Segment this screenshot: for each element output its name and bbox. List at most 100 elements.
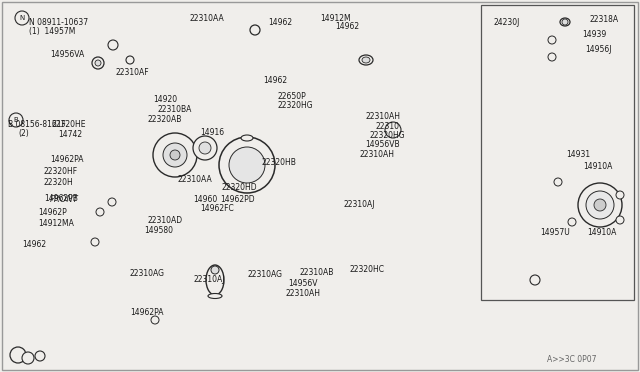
- Text: 14742: 14742: [58, 130, 82, 139]
- Text: 14939: 14939: [582, 30, 606, 39]
- Text: 22320HF: 22320HF: [44, 167, 78, 176]
- Circle shape: [594, 199, 606, 211]
- Text: 14912M: 14912M: [320, 14, 351, 23]
- Text: 22320HE: 22320HE: [52, 120, 86, 129]
- Circle shape: [92, 57, 104, 69]
- Ellipse shape: [208, 294, 222, 298]
- Circle shape: [616, 191, 624, 199]
- Text: 22310AD: 22310AD: [148, 216, 183, 225]
- Bar: [481, 5, 634, 300]
- Ellipse shape: [560, 18, 570, 26]
- Text: 14956VA: 14956VA: [50, 50, 84, 59]
- Text: 22320H: 22320H: [44, 178, 74, 187]
- Circle shape: [10, 347, 26, 363]
- Text: 14962PA: 14962PA: [130, 308, 163, 317]
- Text: 22320HC: 22320HC: [350, 265, 385, 274]
- Circle shape: [616, 216, 624, 224]
- Circle shape: [554, 178, 562, 186]
- Text: 14962PB: 14962PB: [44, 194, 78, 203]
- Circle shape: [91, 238, 99, 246]
- Text: 14916: 14916: [200, 128, 224, 137]
- Text: 14962: 14962: [263, 76, 287, 85]
- Text: 22320HG: 22320HG: [370, 131, 406, 140]
- Text: N: N: [19, 15, 24, 21]
- Text: 22320HD: 22320HD: [222, 183, 258, 192]
- Text: 149580: 149580: [144, 226, 173, 235]
- Text: 14956J: 14956J: [585, 45, 611, 54]
- Text: 14962FC: 14962FC: [200, 204, 234, 213]
- Text: 14962: 14962: [335, 22, 359, 31]
- Circle shape: [568, 218, 576, 226]
- Ellipse shape: [115, 55, 395, 295]
- Circle shape: [211, 266, 219, 274]
- Text: A>>3C 0P07: A>>3C 0P07: [547, 355, 596, 364]
- Text: 14956VB: 14956VB: [365, 140, 399, 149]
- Circle shape: [95, 60, 101, 66]
- Text: 22310AG: 22310AG: [130, 269, 165, 278]
- Text: 22310AA: 22310AA: [190, 14, 225, 23]
- Text: 22310: 22310: [375, 122, 399, 131]
- Text: 22320AB: 22320AB: [148, 115, 182, 124]
- Text: 14962P: 14962P: [38, 208, 67, 217]
- Circle shape: [250, 25, 260, 35]
- Text: 14956V: 14956V: [288, 279, 317, 288]
- Ellipse shape: [359, 55, 373, 65]
- Text: B 08156-8161F: B 08156-8161F: [8, 120, 66, 129]
- Text: 14962: 14962: [268, 18, 292, 27]
- Text: (2): (2): [18, 129, 29, 138]
- Circle shape: [548, 36, 556, 44]
- Circle shape: [108, 198, 116, 206]
- Circle shape: [22, 352, 34, 364]
- Circle shape: [385, 122, 401, 138]
- Text: 22318A: 22318A: [590, 15, 619, 24]
- Text: 22310AH: 22310AH: [365, 112, 400, 121]
- Circle shape: [562, 19, 568, 25]
- Text: 14910A: 14910A: [587, 228, 616, 237]
- Text: 22310AJ: 22310AJ: [193, 275, 225, 284]
- Text: 22310AF: 22310AF: [115, 68, 148, 77]
- Circle shape: [126, 56, 134, 64]
- Text: 22650P: 22650P: [278, 92, 307, 101]
- Text: 14962: 14962: [22, 240, 46, 249]
- Text: 22310BA: 22310BA: [158, 105, 193, 114]
- Text: 22310AA: 22310AA: [178, 175, 212, 184]
- Text: N 08911-10637: N 08911-10637: [29, 18, 88, 27]
- Text: FRONT: FRONT: [50, 195, 79, 204]
- Ellipse shape: [241, 135, 253, 141]
- Text: 14962PA: 14962PA: [50, 155, 83, 164]
- Circle shape: [199, 142, 211, 154]
- Circle shape: [15, 11, 29, 25]
- Ellipse shape: [362, 57, 370, 63]
- Text: 14912MA: 14912MA: [38, 219, 74, 228]
- Text: 22310AH: 22310AH: [360, 150, 395, 159]
- Text: 22320HB: 22320HB: [262, 158, 297, 167]
- Text: 14962PD: 14962PD: [220, 195, 255, 204]
- Text: 24230J: 24230J: [494, 18, 520, 27]
- Circle shape: [35, 351, 45, 361]
- Text: 22310AB: 22310AB: [300, 268, 334, 277]
- Circle shape: [108, 40, 118, 50]
- Text: 22310AG: 22310AG: [248, 270, 283, 279]
- Text: 22320HG: 22320HG: [278, 101, 314, 110]
- Text: 14910A: 14910A: [583, 162, 612, 171]
- Circle shape: [170, 150, 180, 160]
- Text: (1)  14957M: (1) 14957M: [29, 27, 76, 36]
- Circle shape: [578, 183, 622, 227]
- Circle shape: [530, 275, 540, 285]
- Circle shape: [9, 113, 23, 127]
- Circle shape: [219, 137, 275, 193]
- Circle shape: [229, 147, 265, 183]
- Circle shape: [586, 191, 614, 219]
- Circle shape: [548, 53, 556, 61]
- Ellipse shape: [206, 265, 224, 295]
- Circle shape: [153, 133, 197, 177]
- Text: B: B: [13, 117, 19, 123]
- Circle shape: [163, 143, 187, 167]
- Text: 14920: 14920: [153, 95, 177, 104]
- Text: 14960: 14960: [193, 195, 217, 204]
- Circle shape: [193, 136, 217, 160]
- Text: 14957U: 14957U: [540, 228, 570, 237]
- Text: 14931: 14931: [566, 150, 590, 159]
- Circle shape: [151, 316, 159, 324]
- Circle shape: [96, 208, 104, 216]
